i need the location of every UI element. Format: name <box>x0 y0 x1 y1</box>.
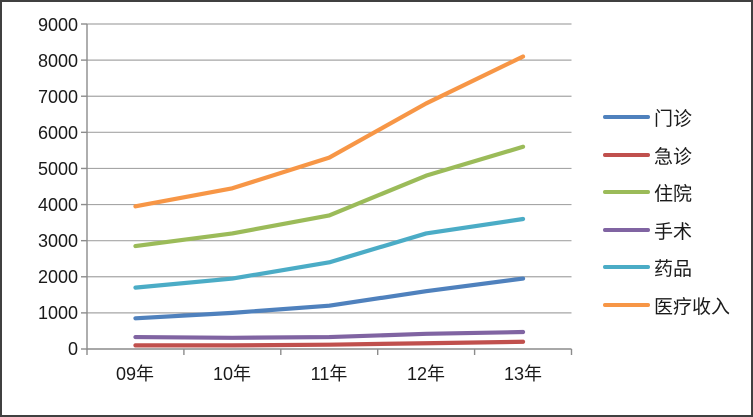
y-axis-tick-label: 3000 <box>37 231 78 251</box>
y-axis-tick-label: 2000 <box>37 267 78 287</box>
x-axis-category-label: 10年 <box>212 364 252 384</box>
series-line-门诊 <box>133 276 526 321</box>
series-line-手术 <box>133 329 526 340</box>
series-line-药品 <box>133 216 526 290</box>
y-axis-tick-label: 8000 <box>37 51 78 71</box>
y-axis-tick-label: 7000 <box>37 87 78 107</box>
x-axis-category-label: 09年 <box>115 364 155 384</box>
x-axis-category-label: 12年 <box>406 364 446 384</box>
y-axis-tick-label: 4000 <box>37 195 78 215</box>
y-axis-tick-label: 1000 <box>37 303 78 323</box>
y-axis-tick-label: 9000 <box>37 15 78 35</box>
y-axis-tick-label: 5000 <box>37 159 78 179</box>
series-line-急诊 <box>133 339 526 348</box>
x-axis-category-label: 13年 <box>503 364 543 384</box>
y-axis-tick-label: 6000 <box>37 123 78 143</box>
y-axis-tick-label: 0 <box>67 339 78 359</box>
series-line-住院 <box>133 144 526 249</box>
x-axis-category-label: 11年 <box>310 364 348 384</box>
series-line-医疗收入 <box>133 54 526 209</box>
